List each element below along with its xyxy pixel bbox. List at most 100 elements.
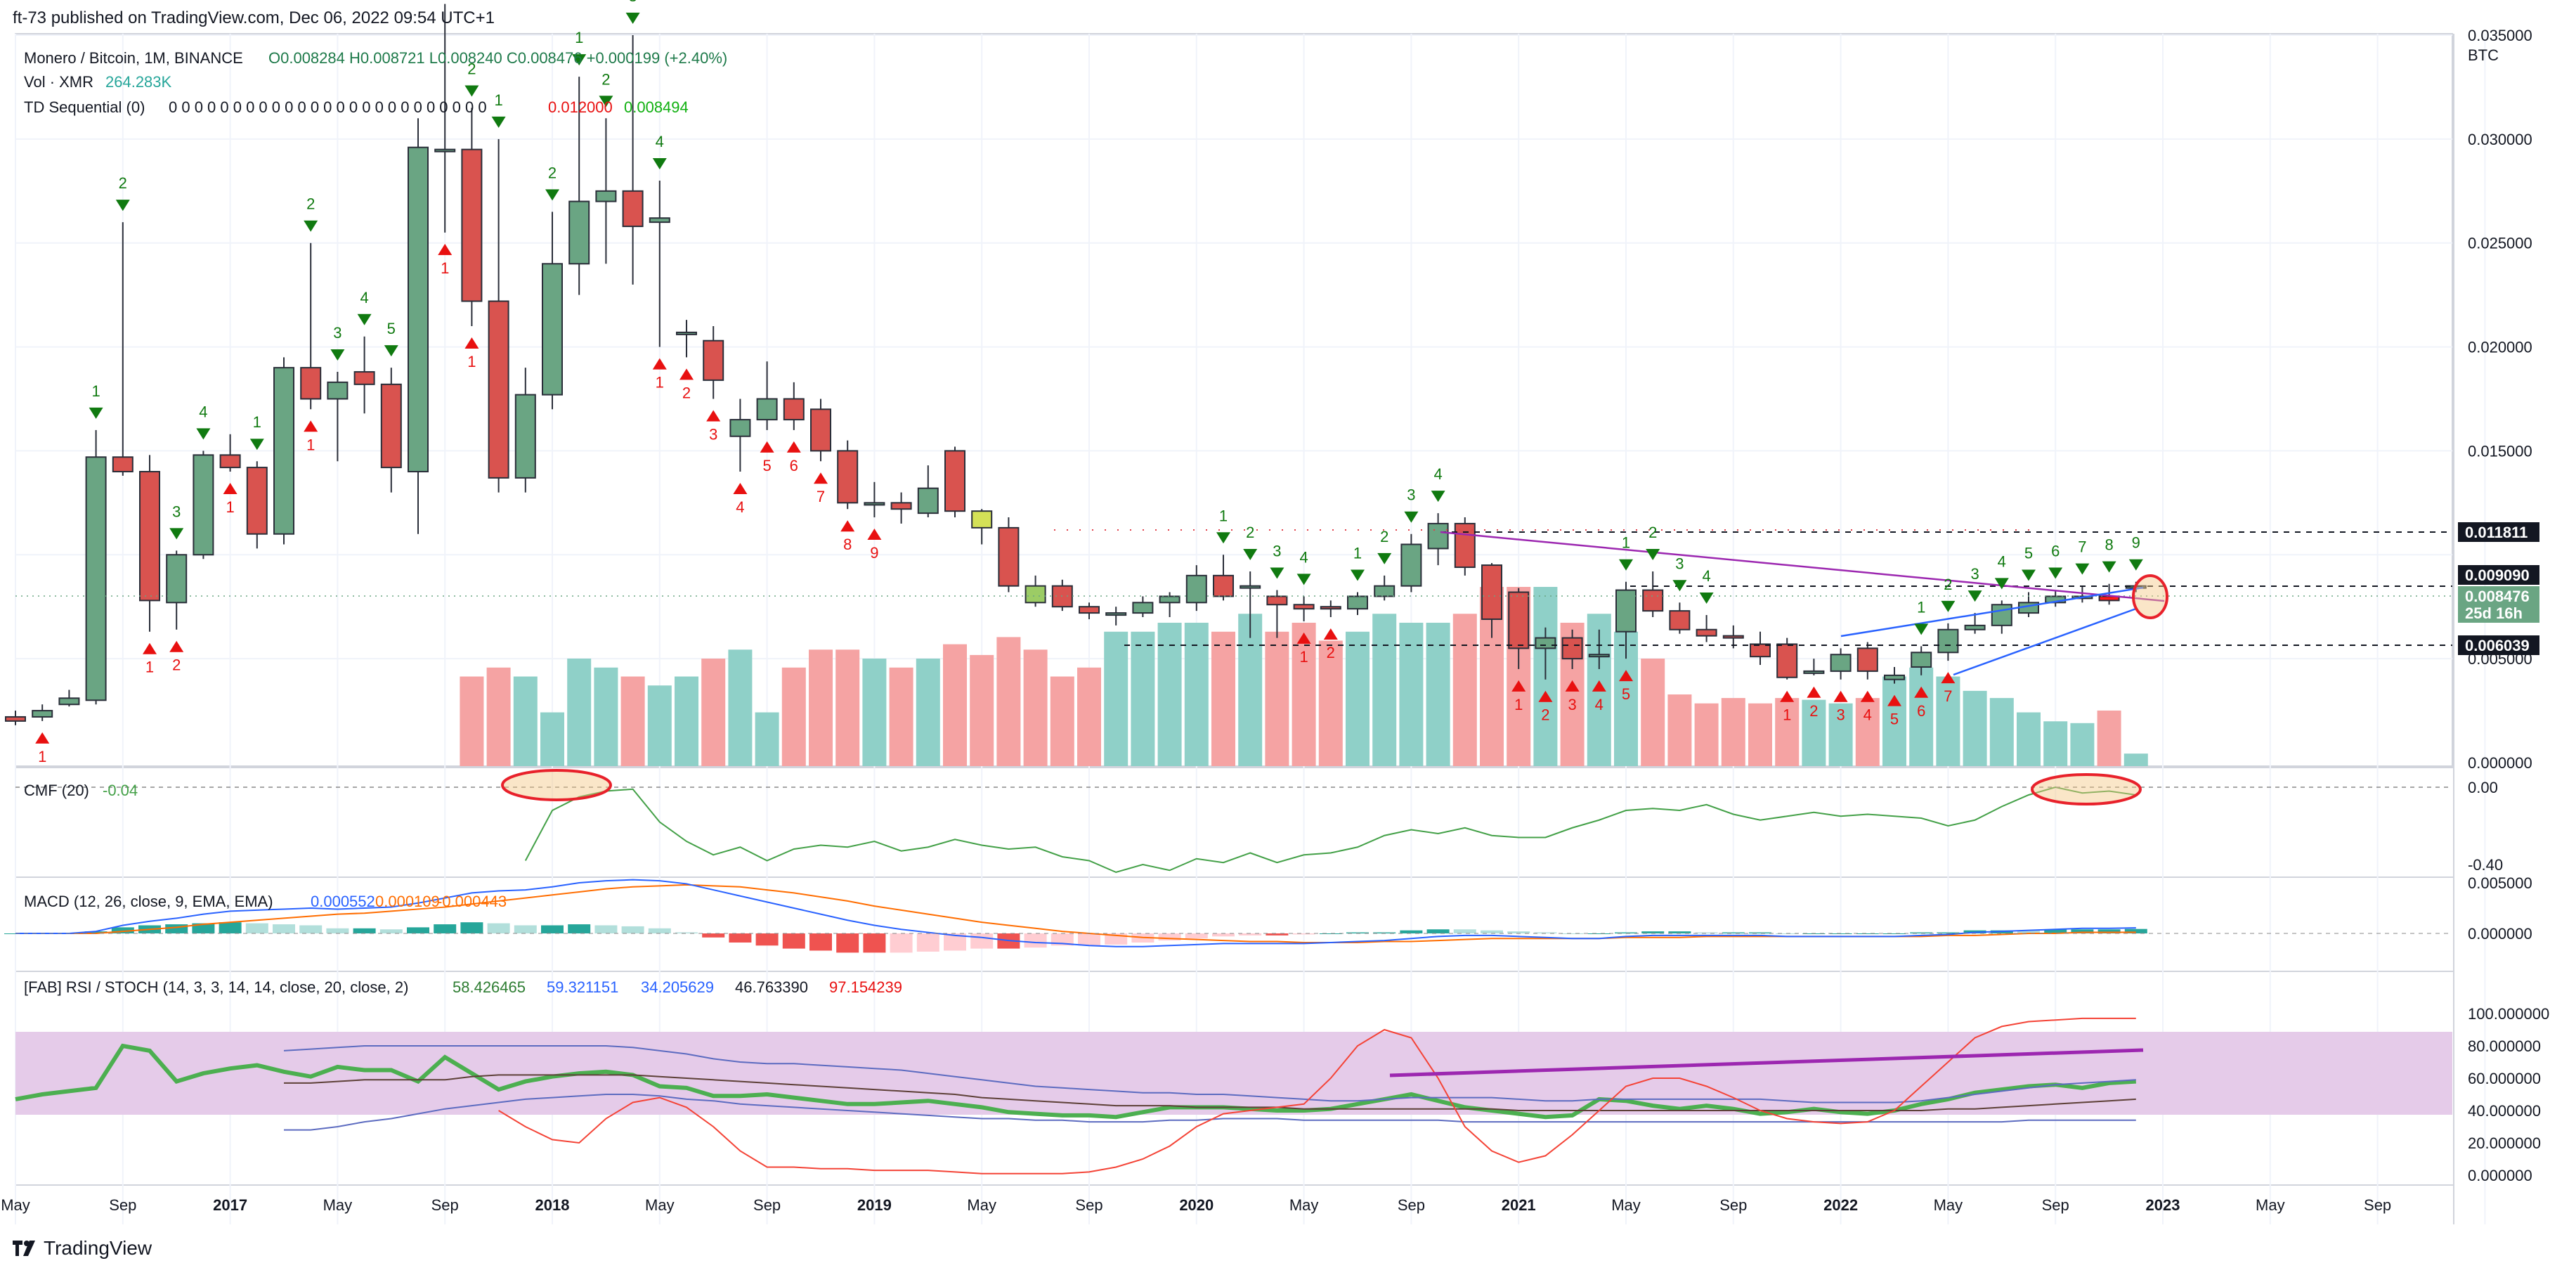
macd-histogram-bar bbox=[809, 933, 832, 951]
td-buy-arrow bbox=[814, 472, 828, 484]
candle-body bbox=[112, 456, 134, 472]
td-count-label: 2 bbox=[172, 656, 181, 674]
candle-body bbox=[1561, 637, 1583, 660]
volume-bar bbox=[1184, 623, 1209, 766]
td-sell-arrow bbox=[1243, 548, 1258, 560]
candle-body bbox=[1347, 595, 1368, 610]
time-tick: Sep bbox=[2364, 1196, 2391, 1214]
candle-body bbox=[1293, 604, 1315, 610]
rsi-series-basis bbox=[284, 1074, 2136, 1111]
time-tick: 2021 bbox=[1502, 1196, 1536, 1214]
volume-bar bbox=[1372, 614, 1397, 766]
candle-body bbox=[1696, 628, 1717, 637]
td-count-label: 2 bbox=[1541, 706, 1549, 724]
cmf-tick: 0.00 bbox=[2468, 779, 2498, 796]
td-buy-arrow bbox=[1511, 680, 1526, 692]
macd-histogram-bar bbox=[299, 925, 323, 933]
td-sell-arrow bbox=[330, 349, 345, 361]
volume-bar bbox=[567, 659, 592, 766]
price-tick: 0.000000 bbox=[2468, 754, 2532, 772]
price-label-box bbox=[2458, 603, 2539, 623]
macd-histogram-bar bbox=[1883, 933, 1906, 934]
td-count-label: 9 bbox=[870, 544, 878, 562]
candle-body bbox=[1750, 643, 1771, 658]
legend-ohlc: O0.008284 H0.008721 L0.008240 C0.008476 … bbox=[268, 49, 727, 67]
td-count-label: 1 bbox=[441, 259, 449, 277]
macd-tick: 0.005000 bbox=[2468, 874, 2532, 892]
td-count-label: 1 bbox=[656, 374, 664, 391]
td-count-label: 2 bbox=[1380, 528, 1388, 545]
candle-body bbox=[542, 263, 563, 396]
macd-histogram-bar bbox=[1400, 930, 1423, 933]
td-sell-arrow bbox=[196, 428, 211, 440]
rsi-lines bbox=[15, 1017, 2136, 1174]
td-count-label: 4 bbox=[1702, 567, 1710, 585]
time-tick: 2017 bbox=[213, 1196, 247, 1214]
td-sell-arrow bbox=[464, 85, 479, 97]
candle-body bbox=[944, 450, 965, 512]
tradingview-brand[interactable]: TradingView bbox=[13, 1237, 152, 1260]
price-label-text: 0.006039 bbox=[2465, 637, 2530, 654]
candle-body bbox=[327, 381, 349, 400]
td-count-label: 5 bbox=[762, 457, 771, 474]
macd-histogram-bar bbox=[2124, 928, 2147, 933]
macd-histogram-bar bbox=[407, 927, 429, 933]
candles bbox=[5, 4, 2147, 725]
cmf-line-path bbox=[524, 786, 2136, 874]
volume-bar bbox=[1936, 676, 1960, 766]
td-count-label: 4 bbox=[1595, 696, 1604, 713]
macd-histogram-bar bbox=[192, 923, 215, 933]
td-sell-arrow bbox=[1431, 491, 1445, 503]
td-sequential-markers: 1234123452212123412341234123412345678911… bbox=[35, 0, 2143, 765]
td-count-label: 8 bbox=[843, 536, 852, 553]
legend-td-label: TD Sequential (0) bbox=[24, 98, 145, 116]
macd-histogram-bar bbox=[1239, 933, 1262, 936]
price-tick: 0.035000 bbox=[2468, 27, 2532, 44]
volume-bar bbox=[1157, 623, 1182, 766]
candle-body bbox=[1320, 606, 1341, 610]
highlight-ellipses bbox=[501, 574, 2168, 805]
td-buy-arrow bbox=[786, 441, 801, 453]
td-sell-arrow bbox=[1994, 578, 2009, 590]
price-levels bbox=[1124, 531, 2452, 646]
time-tick: Sep bbox=[1075, 1196, 1102, 1214]
macd-histogram-bar bbox=[1668, 931, 1691, 933]
td-count-label: 5 bbox=[1622, 685, 1630, 703]
macd-histogram-bar bbox=[84, 931, 108, 933]
candle-body bbox=[1776, 643, 1798, 678]
volume-bar bbox=[1828, 703, 1853, 766]
candle-body bbox=[166, 554, 188, 604]
volume-bar bbox=[486, 667, 511, 766]
td-sell-arrow bbox=[1351, 569, 1365, 581]
candle-body bbox=[5, 716, 26, 722]
rsi-series-lower bbox=[284, 1094, 2136, 1131]
legend-vol-value: 264.283K bbox=[105, 73, 172, 91]
rsi-v5: 97.154239 bbox=[829, 978, 902, 996]
legend-vol-label: Vol · XMR bbox=[24, 73, 93, 91]
macd-axis: 0.005000 0.000000 bbox=[2468, 874, 2532, 943]
macd-histogram-bar bbox=[594, 925, 618, 933]
rsi-axis: 100.000000 80.000000 60.000000 40.000000 20.… bbox=[2468, 1005, 2549, 1184]
macd-main-line bbox=[15, 879, 2136, 947]
candle-body bbox=[32, 710, 53, 718]
volume-bar bbox=[1023, 649, 1048, 766]
rsi-v3: 34.205629 bbox=[641, 978, 714, 996]
candle-body bbox=[729, 419, 751, 437]
rsi-v4: 46.763390 bbox=[735, 978, 808, 996]
tradingview-brand-label: TradingView bbox=[44, 1237, 152, 1259]
td-count-label: 3 bbox=[1407, 486, 1415, 504]
macd-histogram-bar bbox=[1266, 933, 1289, 936]
volume-bar bbox=[916, 659, 940, 766]
volume-bar bbox=[1211, 631, 1235, 766]
td-count-label: 4 bbox=[656, 133, 664, 150]
candle-body bbox=[1911, 652, 1932, 668]
td-buy-arrow bbox=[760, 441, 774, 453]
td-buy-arrow bbox=[1565, 680, 1580, 692]
legend-td-zeros: 0 0 0 0 0 0 0 0 0 0 0 0 0 0 0 0 0 0 0 0 … bbox=[169, 98, 487, 116]
trendlines bbox=[1389, 531, 2165, 1077]
candle-body bbox=[1991, 604, 2012, 626]
macd-histogram-bar bbox=[863, 933, 886, 953]
highlight-cmf-2022 bbox=[2031, 773, 2142, 805]
volume-bar bbox=[1963, 690, 1987, 766]
candle-body bbox=[703, 339, 724, 381]
